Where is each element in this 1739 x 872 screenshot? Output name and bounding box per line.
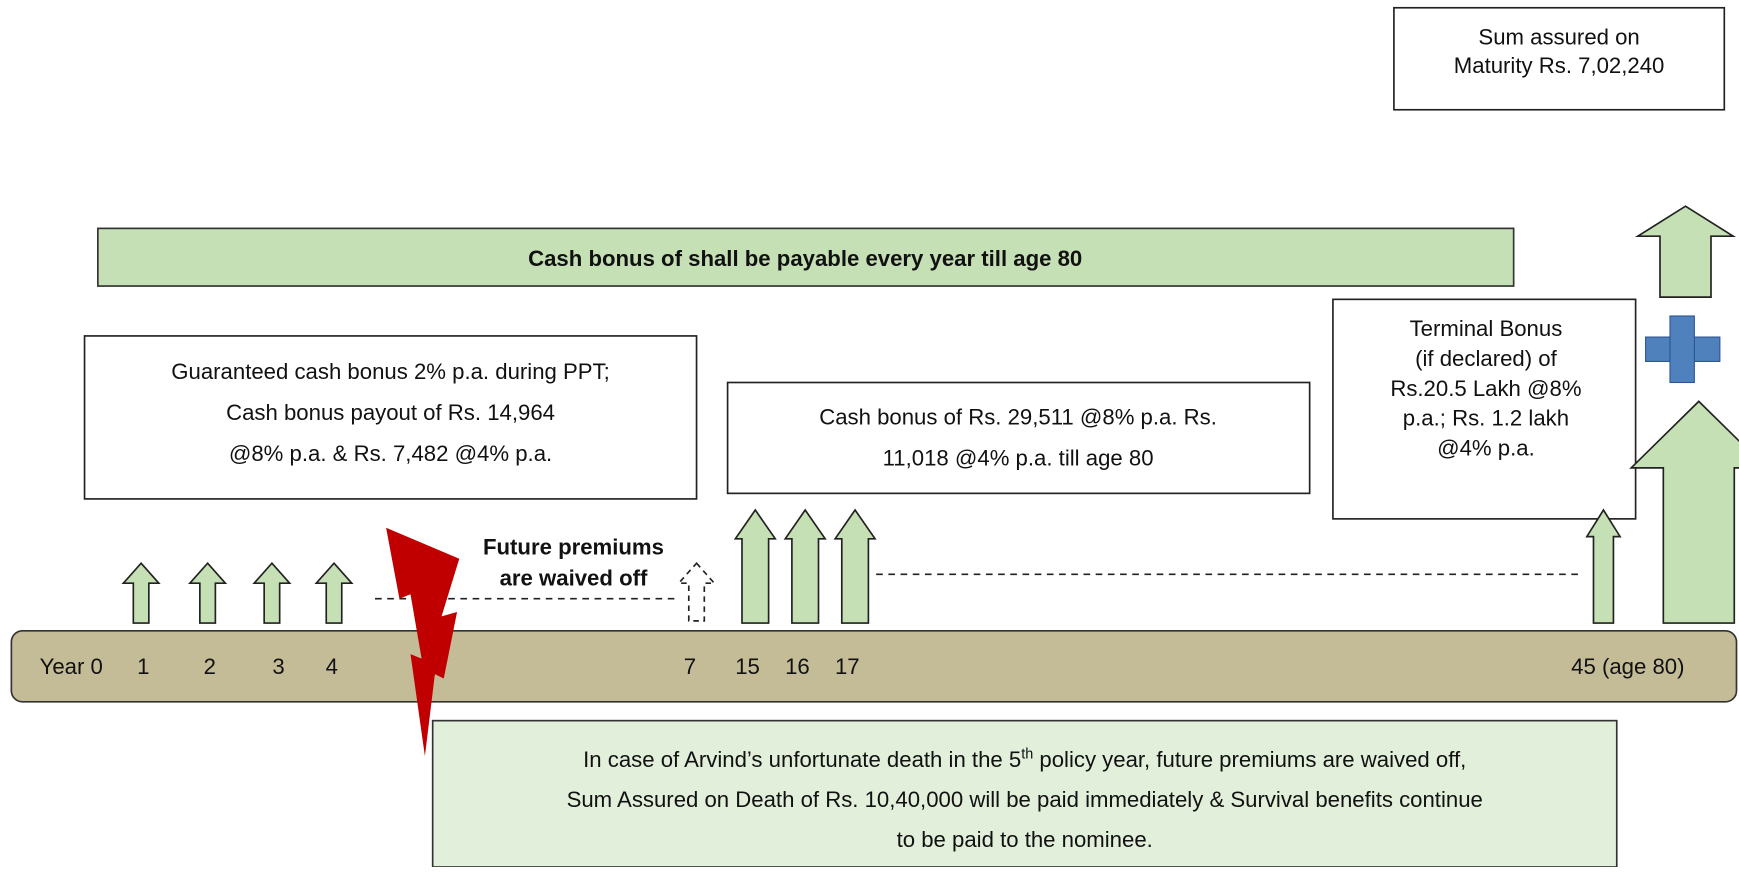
text-part: policy year, future premiums are waived … [1033,747,1466,772]
box-text: Cash bonus of Rs. 29,511 @8% p.a. Rs. [819,405,1217,430]
timeline-label: 1 [137,654,149,679]
timeline-label: 16 [785,654,810,679]
death-note-box [431,719,1618,868]
up-arrow [188,561,228,624]
up-arrow [1629,400,1739,624]
up-arrow [252,561,292,624]
up-arrow [121,561,161,624]
timeline-label: 7 [684,654,696,679]
box-text: Terminal Bonus [1410,316,1563,341]
maturity-text: Sum assured on [1478,24,1639,49]
death-note-text: In case of Arvind’s unfortunate death in… [583,746,1466,772]
timeline-label: Year 0 [40,654,103,679]
box-text: 11,018 @4% p.a. till age 80 [883,446,1154,471]
box-text: p.a.; Rs. 1.2 lakh [1403,406,1569,431]
terminal-box [1332,298,1637,520]
up-arrow [1585,508,1622,624]
banner-text: Cash bonus of shall be payable every yea… [528,246,1082,271]
up-arrow [1634,205,1737,298]
box-text: Cash bonus payout of Rs. 14,964 [226,400,555,425]
box-text: @4% p.a. [1437,436,1535,461]
text-part: In case of Arvind’s unfortunate death in… [583,747,1021,772]
box-text: (if declared) of [1415,346,1557,371]
timeline-label: 3 [272,654,284,679]
maturity-text: Maturity Rs. 7,02,240 [1454,53,1665,78]
timeline-label: 17 [835,654,860,679]
lightning-bolt [386,527,460,757]
timeline-label: 45 (age 80) [1571,654,1684,679]
waiver-label: are waived off [500,565,648,590]
box-text: @8% p.a. & Rs. 7,482 @4% p.a. [229,441,552,466]
banner [97,227,1515,287]
timeline-label: 15 [735,654,760,679]
timeline-label: 4 [326,654,338,679]
timeline-bar [10,630,1738,703]
up-arrow [314,561,354,624]
cash-bonus-box [726,381,1311,495]
superscript: th [1021,746,1033,762]
box-text: Rs.20.5 Lakh @8% [1390,376,1581,401]
maturity-box [1393,6,1726,111]
up-arrow [833,508,877,624]
death-note-text: to be paid to the nominee. [897,827,1153,852]
up-arrow [676,561,717,622]
death-note-text: Sum Assured on Death of Rs. 10,40,000 wi… [567,787,1483,812]
guaranteed-box [83,335,698,500]
plus-sign [1669,315,1695,384]
up-arrow [783,508,827,624]
box-text: Guaranteed cash bonus 2% p.a. during PPT… [171,359,609,384]
waiver-label: Future premiums [483,534,664,559]
timeline-label: 2 [204,654,216,679]
up-arrow [733,508,777,624]
